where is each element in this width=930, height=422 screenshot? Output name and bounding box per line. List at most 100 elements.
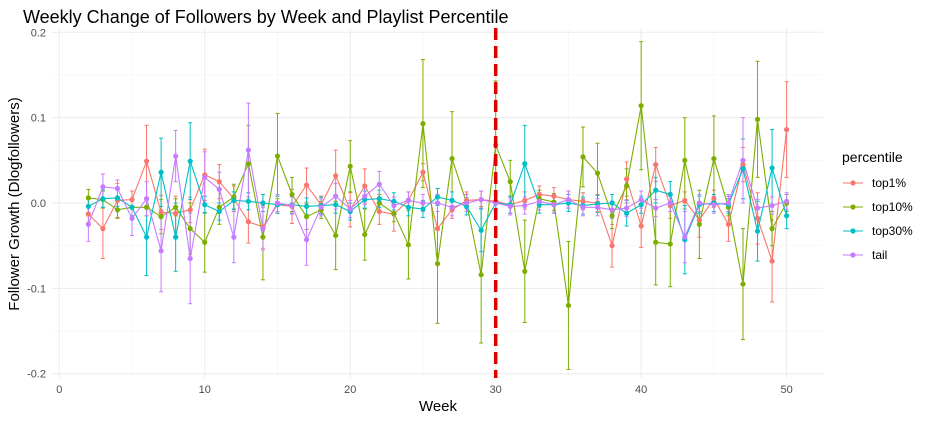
legend-items: top1% top10% top30% tail [843,176,913,262]
data-point [653,161,659,168]
data-point [682,234,688,240]
data-point [434,194,441,200]
legend-item: top1% [843,176,906,190]
x-tick-label: 30 [490,384,502,396]
data-point [594,170,601,176]
legend: percentile top1% top10% top30% tail [842,149,913,262]
data-point [405,242,412,248]
legend-label: top1% [872,176,906,190]
data-point [740,281,746,287]
legend-key-point [850,228,856,234]
data-point [667,241,673,247]
data-point [725,221,732,227]
chart-title: Weekly Change of Followers by Week and P… [23,7,509,27]
data-point [609,213,615,219]
y-tick-label: -0.1 [27,283,46,295]
x-axis-ticks: 0 10 20 30 40 50 [56,384,793,396]
data-point [551,202,557,208]
data-point [609,200,615,206]
data-point [449,204,455,210]
data-point [594,204,601,210]
y-tick-label: 0.2 [31,27,46,39]
data-point [187,207,193,213]
plot-area [52,28,823,378]
data-point [274,153,281,159]
data-point [754,215,761,221]
data-point [754,228,761,234]
data-point [478,196,484,203]
data-point [158,169,164,175]
data-point [303,214,310,220]
data-point [158,214,164,220]
data-point [711,196,717,202]
x-axis-title: Week [419,398,458,415]
data-point [420,206,426,212]
data-point [187,255,193,262]
data-point [245,198,251,204]
y-axis-ticks: -0.2 -0.1 0.0 0.1 0.2 [27,27,46,380]
data-point [129,196,135,203]
data-point [85,221,91,227]
legend-item: tail [843,248,887,262]
data-point [333,193,339,199]
data-point [143,158,150,164]
data-point [769,202,775,209]
data-point [376,181,382,187]
legend-title: percentile [842,149,903,165]
data-point [231,234,237,240]
legend-key-point [850,252,856,258]
data-point [682,157,688,163]
y-tick-label: -0.2 [27,369,46,381]
data-point [333,173,339,179]
data-point [187,226,193,232]
data-point [653,239,659,245]
data-point [638,223,644,229]
data-point [347,163,353,169]
data-point [653,205,659,211]
data-point [624,210,630,216]
data-point [769,226,775,232]
data-point [303,182,310,188]
data-point [216,179,222,185]
data-point [522,161,528,167]
data-point [216,204,222,210]
data-point [420,200,426,206]
data-point [376,208,382,215]
data-point [391,202,397,209]
data-point [784,126,790,133]
data-point [85,211,91,217]
data-point [580,198,586,204]
data-point [158,248,164,254]
series-markers [85,147,790,262]
data-point [624,205,630,211]
data-point [85,203,91,210]
data-point [85,195,91,201]
data-point [173,210,179,216]
x-tick-label: 10 [199,384,211,396]
x-tick-label: 50 [781,384,793,396]
data-point [754,116,761,122]
data-point [667,191,673,198]
data-point [245,147,251,153]
data-point [129,204,135,210]
legend-label: top30% [872,224,913,238]
data-point [638,202,644,208]
x-tick-label: 40 [635,384,647,396]
data-point [624,176,630,182]
data-point [696,200,702,206]
legend-key-point [850,204,856,210]
data-point [420,121,426,127]
data-point [391,210,397,216]
data-point [362,231,368,238]
data-point [507,179,513,185]
x-tick-label: 0 [56,384,62,396]
data-point [434,200,441,206]
data-point [202,239,208,245]
data-point [565,302,572,309]
data-point [638,196,644,203]
data-point [303,203,310,210]
data-point [522,197,528,204]
data-point [100,184,106,190]
data-point [114,195,121,201]
data-point [507,203,513,210]
